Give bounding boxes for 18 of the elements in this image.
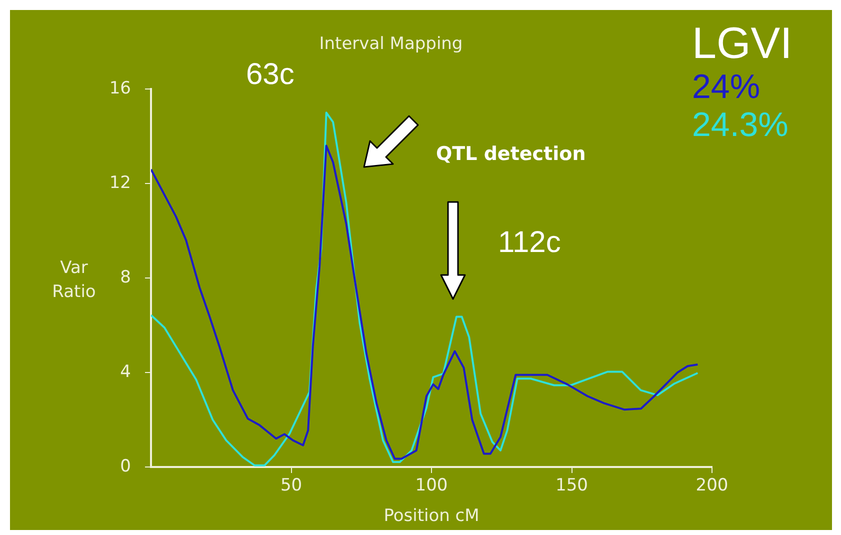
- x-axis-title: Position cM: [382, 506, 480, 526]
- x-tick-label: 50: [280, 476, 302, 496]
- y-axis-title: Var Ratio: [51, 257, 97, 304]
- text: 24.3%: [692, 106, 790, 144]
- chart-title: Interval Mapping: [318, 34, 464, 54]
- text: 24%: [692, 68, 762, 106]
- y-tick-label: 12: [109, 172, 131, 193]
- annotation: 63c: [246, 58, 294, 92]
- x-tick-label: 150: [556, 476, 588, 496]
- y-tick-label: 16: [109, 78, 131, 98]
- y-tick-label: 0: [120, 456, 131, 476]
- y-tick-label: 4: [120, 362, 131, 382]
- x-tick-label: 100: [415, 476, 448, 496]
- annotation: 112c: [498, 226, 561, 260]
- legend-title: LGVI: [692, 19, 792, 68]
- x-tick-label: 200: [696, 476, 728, 496]
- y-tick-label: 8: [120, 267, 131, 288]
- annotation: QTL detection: [436, 143, 586, 165]
